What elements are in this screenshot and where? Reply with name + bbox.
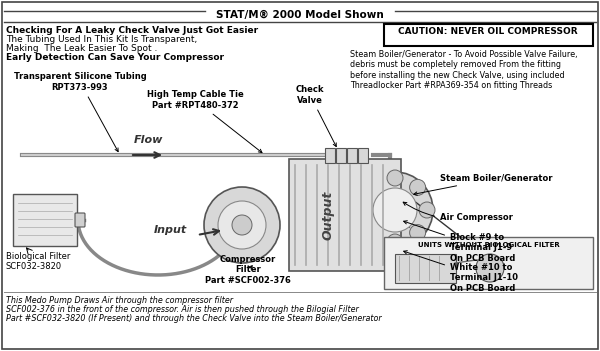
Text: CAUTION: NEVER OIL COMPRESSOR: CAUTION: NEVER OIL COMPRESSOR [398, 27, 578, 36]
Circle shape [357, 172, 433, 248]
FancyBboxPatch shape [325, 147, 335, 163]
Circle shape [373, 188, 417, 232]
Text: STAT/M® 2000 Model Shown: STAT/M® 2000 Model Shown [216, 10, 384, 20]
Text: Making  The Leak Easier To Spot .: Making The Leak Easier To Spot . [6, 44, 157, 53]
Circle shape [410, 179, 425, 196]
Text: Check
Valve: Check Valve [296, 85, 336, 147]
Text: Input: Input [154, 225, 187, 235]
Text: Checking For A Leaky Check Valve Just Got Easier: Checking For A Leaky Check Valve Just Go… [6, 26, 258, 35]
Text: Air Compressor: Air Compressor [403, 202, 513, 223]
FancyBboxPatch shape [75, 213, 85, 227]
FancyBboxPatch shape [13, 194, 77, 246]
FancyBboxPatch shape [358, 147, 367, 163]
FancyBboxPatch shape [395, 253, 455, 283]
Text: This Medo Pump Draws Air through the compressor filter: This Medo Pump Draws Air through the com… [6, 296, 233, 305]
FancyBboxPatch shape [289, 159, 401, 271]
Circle shape [387, 234, 403, 250]
Circle shape [204, 187, 280, 263]
Text: Block #9 to
Terminal J1-9
On PCB Board: Block #9 to Terminal J1-9 On PCB Board [404, 221, 515, 263]
Text: Steam Boiler/Generator - To Avoid Possible Valve Failure,
debris must be complet: Steam Boiler/Generator - To Avoid Possib… [350, 50, 577, 90]
Text: SCF002-376 in the front of the compressor. Air is then pushed through the Bilogi: SCF002-376 in the front of the compresso… [6, 305, 359, 314]
Text: Part #SCF032-3820 (If Present) and through the Check Valve into the Steam Boiler: Part #SCF032-3820 (If Present) and throu… [6, 314, 382, 323]
Text: Output: Output [322, 190, 335, 240]
Text: High Temp Cable Tie
Part #RPT480-372: High Temp Cable Tie Part #RPT480-372 [146, 90, 262, 153]
Circle shape [387, 170, 403, 186]
FancyBboxPatch shape [335, 147, 346, 163]
FancyBboxPatch shape [347, 147, 356, 163]
Text: The Tubing Used In This Kit Is Transparent,: The Tubing Used In This Kit Is Transpare… [6, 35, 197, 44]
Circle shape [419, 202, 435, 218]
Text: UNITS WITHOUT BIOLOGICAL FILTER: UNITS WITHOUT BIOLOGICAL FILTER [418, 242, 559, 248]
Circle shape [232, 215, 252, 235]
Text: Steam Boiler/Generator: Steam Boiler/Generator [414, 173, 553, 195]
Text: Flow: Flow [133, 135, 163, 145]
Text: Compressor
Filter
Part #SCF002-376: Compressor Filter Part #SCF002-376 [205, 255, 291, 285]
FancyBboxPatch shape [384, 237, 593, 289]
Text: Transparent Silicone Tubing
RPT373-993: Transparent Silicone Tubing RPT373-993 [14, 72, 146, 152]
Text: White #10 to
Terminal J1-10
On PCB Board: White #10 to Terminal J1-10 On PCB Board [404, 251, 518, 293]
Text: Early Detection Can Save Your Compressor: Early Detection Can Save Your Compressor [6, 53, 224, 62]
Text: Biological Filter
SCF032-3820: Biological Filter SCF032-3820 [6, 252, 70, 271]
FancyBboxPatch shape [384, 24, 593, 46]
Circle shape [410, 225, 425, 241]
Circle shape [218, 201, 266, 249]
Circle shape [476, 254, 504, 282]
